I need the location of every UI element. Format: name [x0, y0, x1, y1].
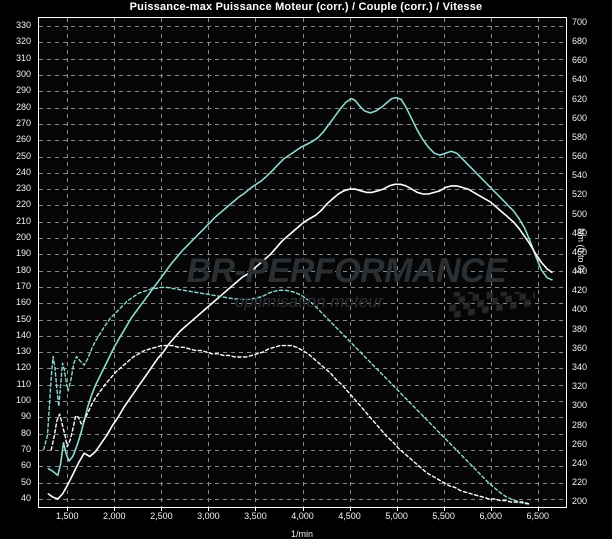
- series-path: [50, 344, 530, 505]
- y-tick-right: 440: [572, 266, 588, 277]
- y-tick-left: 100: [15, 395, 31, 406]
- y-tick-left: 70: [20, 443, 31, 454]
- x-tick: 6,500: [526, 511, 550, 521]
- x-tick: 2,000: [103, 511, 126, 521]
- y-tick-left: 300: [15, 69, 31, 80]
- y-tick-right: 300: [572, 400, 588, 411]
- x-tick-mark: [349, 508, 351, 511]
- y-axis-left-ticks: 40 50 60 70 80 90 100 110 120 130 140 150 160 170 180 1…: [0, 0, 35, 539]
- y-tick-left: 120: [15, 362, 31, 373]
- x-tick-mark: [443, 508, 445, 511]
- y-tick-right: 260: [572, 438, 588, 449]
- y-tick-right: 620: [572, 93, 588, 104]
- y-tick-right: 480: [572, 227, 588, 238]
- y-tick-left: 150: [15, 313, 31, 324]
- y-tick-right: 460: [572, 246, 588, 257]
- y-tick-right: 500: [572, 208, 588, 219]
- y-tick-left: 230: [15, 183, 31, 194]
- x-tick-mark: [396, 508, 398, 511]
- y-tick-right: 360: [572, 342, 588, 353]
- y-tick-right: 400: [572, 304, 588, 315]
- y-tick-right: 220: [572, 477, 588, 488]
- y-tick-right: 380: [572, 323, 588, 334]
- x-tick-mark: [67, 508, 69, 511]
- x-tick-mark: [490, 508, 492, 511]
- y-tick-left: 60: [20, 460, 31, 471]
- y-tick-right: 240: [572, 457, 588, 468]
- series-path: [43, 286, 530, 505]
- y-tick-right: 280: [572, 419, 588, 430]
- x-tick-mark: [161, 508, 163, 511]
- y-tick-right: 340: [572, 361, 588, 372]
- series-path: [47, 96, 553, 477]
- y-tick-left: 180: [15, 264, 31, 275]
- y-tick-right: 700: [572, 16, 588, 27]
- x-tick-mark: [208, 508, 210, 511]
- y-axis-right-ticks: 200 220 240 260 280 300 320 340 360 380 400 420 440 4…: [570, 0, 600, 539]
- y-tick-right: 640: [572, 74, 588, 85]
- y-tick-right: 680: [572, 35, 588, 46]
- x-tick: 3,500: [244, 511, 267, 521]
- y-tick-left: 210: [15, 215, 31, 226]
- x-axis-label: 1/min: [290, 529, 314, 539]
- y-tick-right: 660: [572, 55, 588, 66]
- x-tick: 3,000: [197, 511, 220, 521]
- x-tick: 5,500: [432, 511, 455, 521]
- plot-area: BR-PERFORMANCE optimisation moteur: [38, 17, 567, 508]
- y-tick-left: 250: [15, 150, 31, 161]
- series-path: [47, 183, 553, 500]
- y-tick-left: 140: [15, 329, 31, 340]
- x-tick: 2,500: [150, 511, 173, 521]
- y-tick-left: 80: [20, 427, 31, 438]
- plot-background: [39, 18, 566, 507]
- x-tick: 6,000: [479, 511, 502, 521]
- y-axis-right-label: Nm (0 to 0): [576, 228, 586, 274]
- page-title: Puissance-max Puissance Moteur (corr.) /…: [129, 1, 483, 13]
- y-tick-left: 130: [15, 346, 31, 357]
- y-tick-left: 280: [15, 101, 31, 112]
- x-tick: 4,500: [338, 511, 361, 521]
- y-tick-right: 200: [572, 496, 588, 507]
- y-tick-left: 260: [15, 134, 31, 145]
- y-tick-left: 320: [15, 36, 31, 47]
- x-tick-mark: [537, 508, 539, 511]
- y-tick-left: 160: [15, 297, 31, 308]
- chart-curves: [43, 96, 553, 505]
- y-tick-left: 50: [20, 476, 31, 487]
- x-tick: 1,500: [55, 511, 79, 521]
- y-tick-left: 290: [15, 85, 31, 96]
- y-tick-left: 330: [15, 20, 31, 31]
- x-tick: 4,000: [291, 511, 314, 521]
- y-tick-left: 170: [15, 280, 31, 291]
- y-tick-right: 520: [572, 189, 588, 200]
- y-tick-left: 240: [15, 166, 31, 177]
- y-tick-right: 320: [572, 381, 588, 392]
- y-tick-right: 560: [572, 151, 588, 162]
- y-tick-left: 200: [15, 232, 31, 243]
- y-tick-left: 110: [16, 378, 31, 389]
- y-tick-right: 420: [572, 285, 588, 296]
- y-tick-left: 270: [15, 117, 31, 128]
- y-tick-right: 580: [572, 131, 588, 142]
- y-tick-left: 310: [15, 52, 31, 63]
- x-tick: 5,000: [385, 511, 408, 521]
- y-tick-left: 40: [20, 492, 31, 503]
- y-tick-left: 90: [20, 411, 31, 422]
- y-tick-right: 600: [572, 112, 588, 123]
- y-tick-right: 540: [572, 170, 588, 181]
- x-tick-mark: [114, 508, 116, 511]
- y-tick-left: 190: [15, 248, 31, 259]
- x-tick-mark: [255, 508, 257, 511]
- y-tick-left: 220: [15, 199, 31, 210]
- x-tick-mark: [302, 508, 304, 511]
